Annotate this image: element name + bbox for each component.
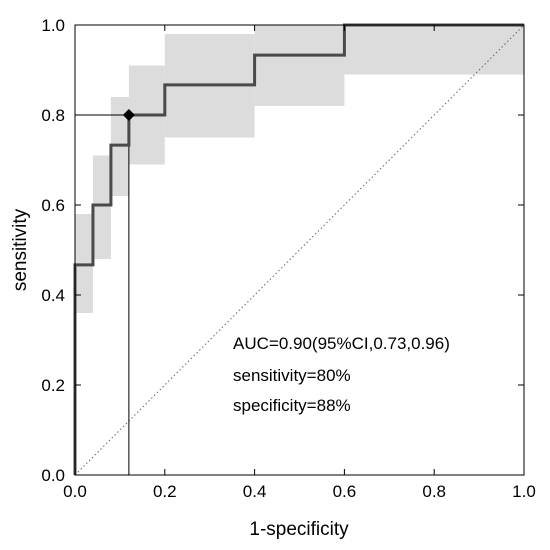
sensitivity-annotation: sensitivity=80% bbox=[233, 366, 351, 385]
x-tick-label: 0.2 bbox=[153, 482, 177, 501]
confidence-band bbox=[75, 25, 524, 313]
x-tick-label: 0.6 bbox=[333, 482, 357, 501]
confidence-band-segment bbox=[344, 25, 524, 75]
x-axis-ticks: 0.0 0.2 0.4 0.6 0.8 1.0 bbox=[63, 25, 536, 501]
y-tick-label: 1.0 bbox=[41, 16, 65, 35]
specificity-annotation: specificity=88% bbox=[233, 396, 351, 415]
x-tick-label: 0.0 bbox=[63, 482, 87, 501]
y-tick-label: 0.2 bbox=[41, 376, 65, 395]
x-tick-label: 0.4 bbox=[243, 482, 267, 501]
plot-frame bbox=[74, 24, 525, 476]
cutoff-point-marker bbox=[122, 109, 135, 121]
y-tick-label: 0.6 bbox=[41, 196, 65, 215]
x-axis-label: 1-specificity bbox=[249, 519, 349, 540]
x-tick-label: 1.0 bbox=[512, 482, 536, 501]
y-tick-label: 0.0 bbox=[41, 466, 65, 485]
auc-annotation: AUC=0.90(95%CI,0.73,0.96) bbox=[233, 334, 450, 353]
confidence-band-segment bbox=[92, 155, 111, 259]
x-tick-label: 0.8 bbox=[422, 482, 446, 501]
y-axis-label: sensitivity bbox=[10, 208, 31, 291]
confidence-band-segment bbox=[254, 25, 345, 106]
y-tick-label: 0.8 bbox=[41, 106, 65, 125]
y-axis-ticks: 0.0 0.2 0.4 0.6 0.8 1.0 bbox=[41, 16, 524, 485]
y-tick-label: 0.4 bbox=[41, 286, 65, 305]
